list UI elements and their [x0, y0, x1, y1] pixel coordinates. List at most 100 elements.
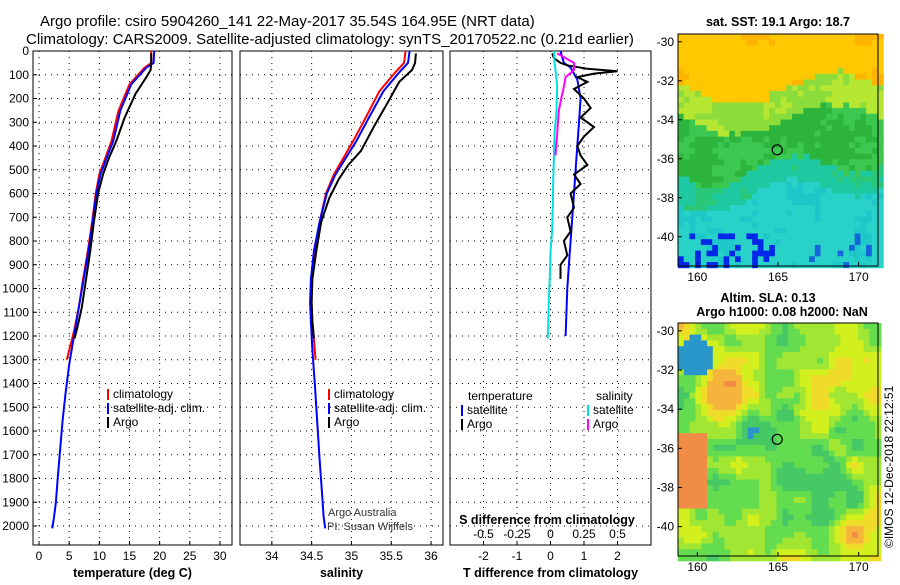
heatmap-cell — [869, 468, 876, 475]
heatmap-cell — [736, 346, 743, 353]
heatmap-cell — [689, 148, 696, 155]
heatmap-cell — [792, 91, 799, 98]
heatmap-cell — [823, 514, 830, 521]
heatmap-cell — [834, 485, 841, 492]
heatmap-cell — [794, 415, 801, 423]
heatmap-cell — [730, 357, 737, 365]
heatmap-cell — [788, 497, 795, 504]
heatmap-cell — [700, 56, 707, 63]
heatmap-cell — [683, 462, 691, 469]
heatmap-cell — [776, 357, 783, 365]
heatmap-cell — [792, 85, 799, 92]
heatmap-cell — [757, 165, 764, 172]
heatmap-cell — [689, 520, 696, 527]
heatmap-cell — [805, 473, 812, 481]
heatmap-cell — [712, 427, 720, 434]
heatmap-cell — [712, 222, 719, 229]
heatmap-cell — [814, 176, 821, 183]
heatmap-cell — [759, 375, 766, 382]
heatmap-cell — [803, 233, 810, 240]
heatmap-cell — [786, 222, 793, 229]
heatmap-cell — [786, 56, 793, 63]
heatmap-cell — [695, 323, 702, 330]
heatmap-cell — [834, 491, 841, 498]
x-tick-label: 165 — [768, 270, 788, 284]
heatmap-cell — [860, 148, 867, 155]
heatmap-cell — [797, 182, 804, 189]
heatmap-cell — [774, 130, 782, 138]
heatmap-cell — [866, 148, 873, 155]
heatmap-cell — [683, 130, 690, 138]
heatmap-cell — [809, 125, 816, 132]
legend-label: climatology — [113, 387, 173, 401]
heatmap-cell — [803, 187, 810, 195]
heatmap-cell — [823, 526, 830, 533]
heatmap-cell — [729, 176, 736, 183]
heatmap-cell — [706, 148, 713, 155]
heatmap-cell — [814, 262, 821, 269]
heatmap-cell — [689, 375, 696, 382]
heatmap-cell — [689, 421, 696, 428]
heatmap-cell — [706, 34, 713, 41]
heatmap-cell — [797, 73, 804, 81]
heatmap-cell — [852, 514, 859, 521]
heatmap-cell — [792, 159, 799, 166]
heatmap-cell — [730, 555, 737, 562]
heatmap-cell — [765, 450, 772, 457]
heatmap-cell — [729, 39, 736, 46]
heatmap-cell — [780, 56, 787, 63]
heatmap-cell — [752, 193, 759, 200]
y-tick-label: 1200 — [2, 329, 29, 343]
heatmap-cell — [846, 444, 853, 452]
heatmap-cell — [712, 262, 719, 269]
heatmap-cell — [706, 73, 713, 81]
heatmap-cell — [866, 130, 873, 138]
heatmap-cell — [712, 346, 720, 353]
heatmap-cell — [763, 222, 770, 229]
heatmap-cell — [724, 386, 731, 394]
heatmap-cell — [871, 102, 878, 109]
heatmap-cell — [786, 34, 793, 41]
heatmap-cell — [712, 491, 720, 498]
heatmap-cell — [797, 176, 804, 183]
heatmap-cell — [701, 427, 708, 434]
heatmap-cell — [683, 514, 691, 521]
heatmap-cell — [752, 187, 759, 195]
heatmap-cell — [817, 334, 824, 341]
heatmap-cell — [712, 323, 720, 330]
heatmap-cell — [774, 102, 782, 109]
heatmap-cell — [747, 555, 754, 562]
heatmap-cell — [826, 244, 833, 252]
heatmap-cell — [706, 119, 713, 126]
heatmap-cell — [700, 239, 707, 246]
heatmap-cell — [871, 216, 878, 223]
heatmap-cell — [753, 334, 760, 341]
heatmap-cell — [678, 227, 685, 234]
heatmap-cell — [780, 239, 787, 246]
heatmap-cell — [700, 96, 707, 103]
heatmap-cell — [849, 210, 856, 217]
heatmap-cell — [828, 392, 836, 399]
heatmap-cell — [797, 233, 804, 240]
heatmap-cell — [740, 159, 747, 166]
heatmap-cell — [774, 56, 782, 63]
heatmap-cell — [820, 216, 827, 223]
heatmap-cell — [683, 148, 690, 155]
heatmap-cell — [803, 73, 810, 81]
heatmap-cell — [792, 130, 799, 138]
heatmap-cell — [814, 45, 821, 52]
heatmap-cell — [811, 352, 818, 359]
heatmap-cell — [834, 439, 841, 446]
heatmap-cell — [701, 444, 708, 452]
heatmap-cell — [770, 386, 778, 394]
heatmap-cell — [678, 543, 685, 550]
heatmap-cell — [866, 233, 873, 240]
heatmap-cell — [866, 62, 873, 69]
heatmap-cell — [695, 136, 702, 143]
heatmap-cell — [814, 142, 821, 149]
heatmap-cell — [763, 130, 770, 138]
heatmap-cell — [782, 473, 789, 481]
heatmap-cell — [718, 375, 725, 382]
heatmap-cell — [811, 433, 818, 440]
heatmap-cell — [788, 508, 795, 515]
